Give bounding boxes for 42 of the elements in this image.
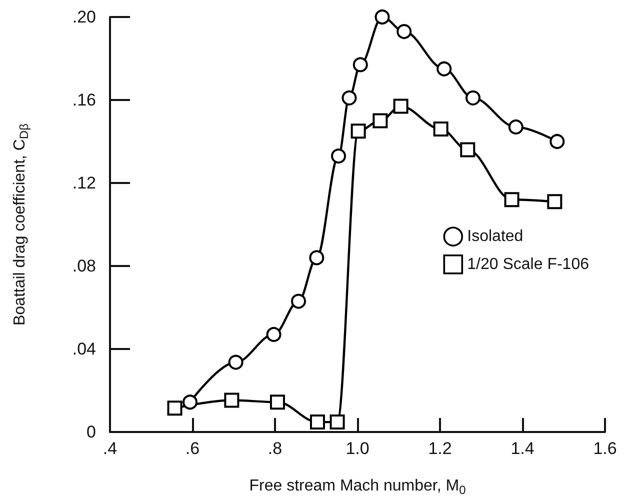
legend-label: Isolated: [467, 228, 524, 246]
point: [433, 122, 448, 137]
point: [342, 90, 357, 106]
y-tick-label: .12: [72, 174, 96, 192]
y-axis-title: Boattail drag coefficient, CDβ: [12, 123, 31, 326]
point: [396, 24, 412, 40]
point: [331, 148, 346, 164]
point: [228, 354, 244, 370]
point: [224, 392, 240, 408]
point: [330, 414, 345, 430]
y-tick-label: 0: [86, 422, 96, 442]
legend-label: 1/20 Scale F-106: [467, 256, 590, 273]
point: [466, 90, 480, 106]
x-tick-label: 1.4: [510, 439, 534, 458]
point: [182, 394, 198, 410]
point: [460, 142, 476, 158]
point: [309, 250, 324, 266]
point: [504, 192, 520, 208]
x-tick-label: 1.2: [428, 439, 452, 458]
point: [393, 98, 408, 114]
y-tick-label: .08: [72, 256, 96, 276]
point: [547, 194, 562, 210]
point: [550, 134, 565, 149]
x-tick-label: .6: [185, 439, 200, 458]
point: [310, 414, 325, 430]
point: [352, 57, 368, 72]
y-tick-label: .16: [72, 90, 96, 110]
point: [372, 113, 388, 128]
point: [270, 394, 285, 410]
point: [167, 400, 182, 416]
x-tick-label: 1.0: [346, 439, 370, 458]
y-tick-label: .04: [72, 340, 96, 358]
point: [266, 326, 282, 342]
point: [350, 124, 366, 139]
point: [291, 294, 306, 309]
x-tick-label: 1.6: [593, 439, 617, 458]
x-tick-label: .4: [102, 439, 118, 458]
point: [374, 10, 390, 24]
y-tick-label: .20: [72, 8, 96, 26]
x-tick-label: .8: [268, 439, 282, 458]
point: [508, 119, 524, 134]
point: [436, 61, 452, 76]
